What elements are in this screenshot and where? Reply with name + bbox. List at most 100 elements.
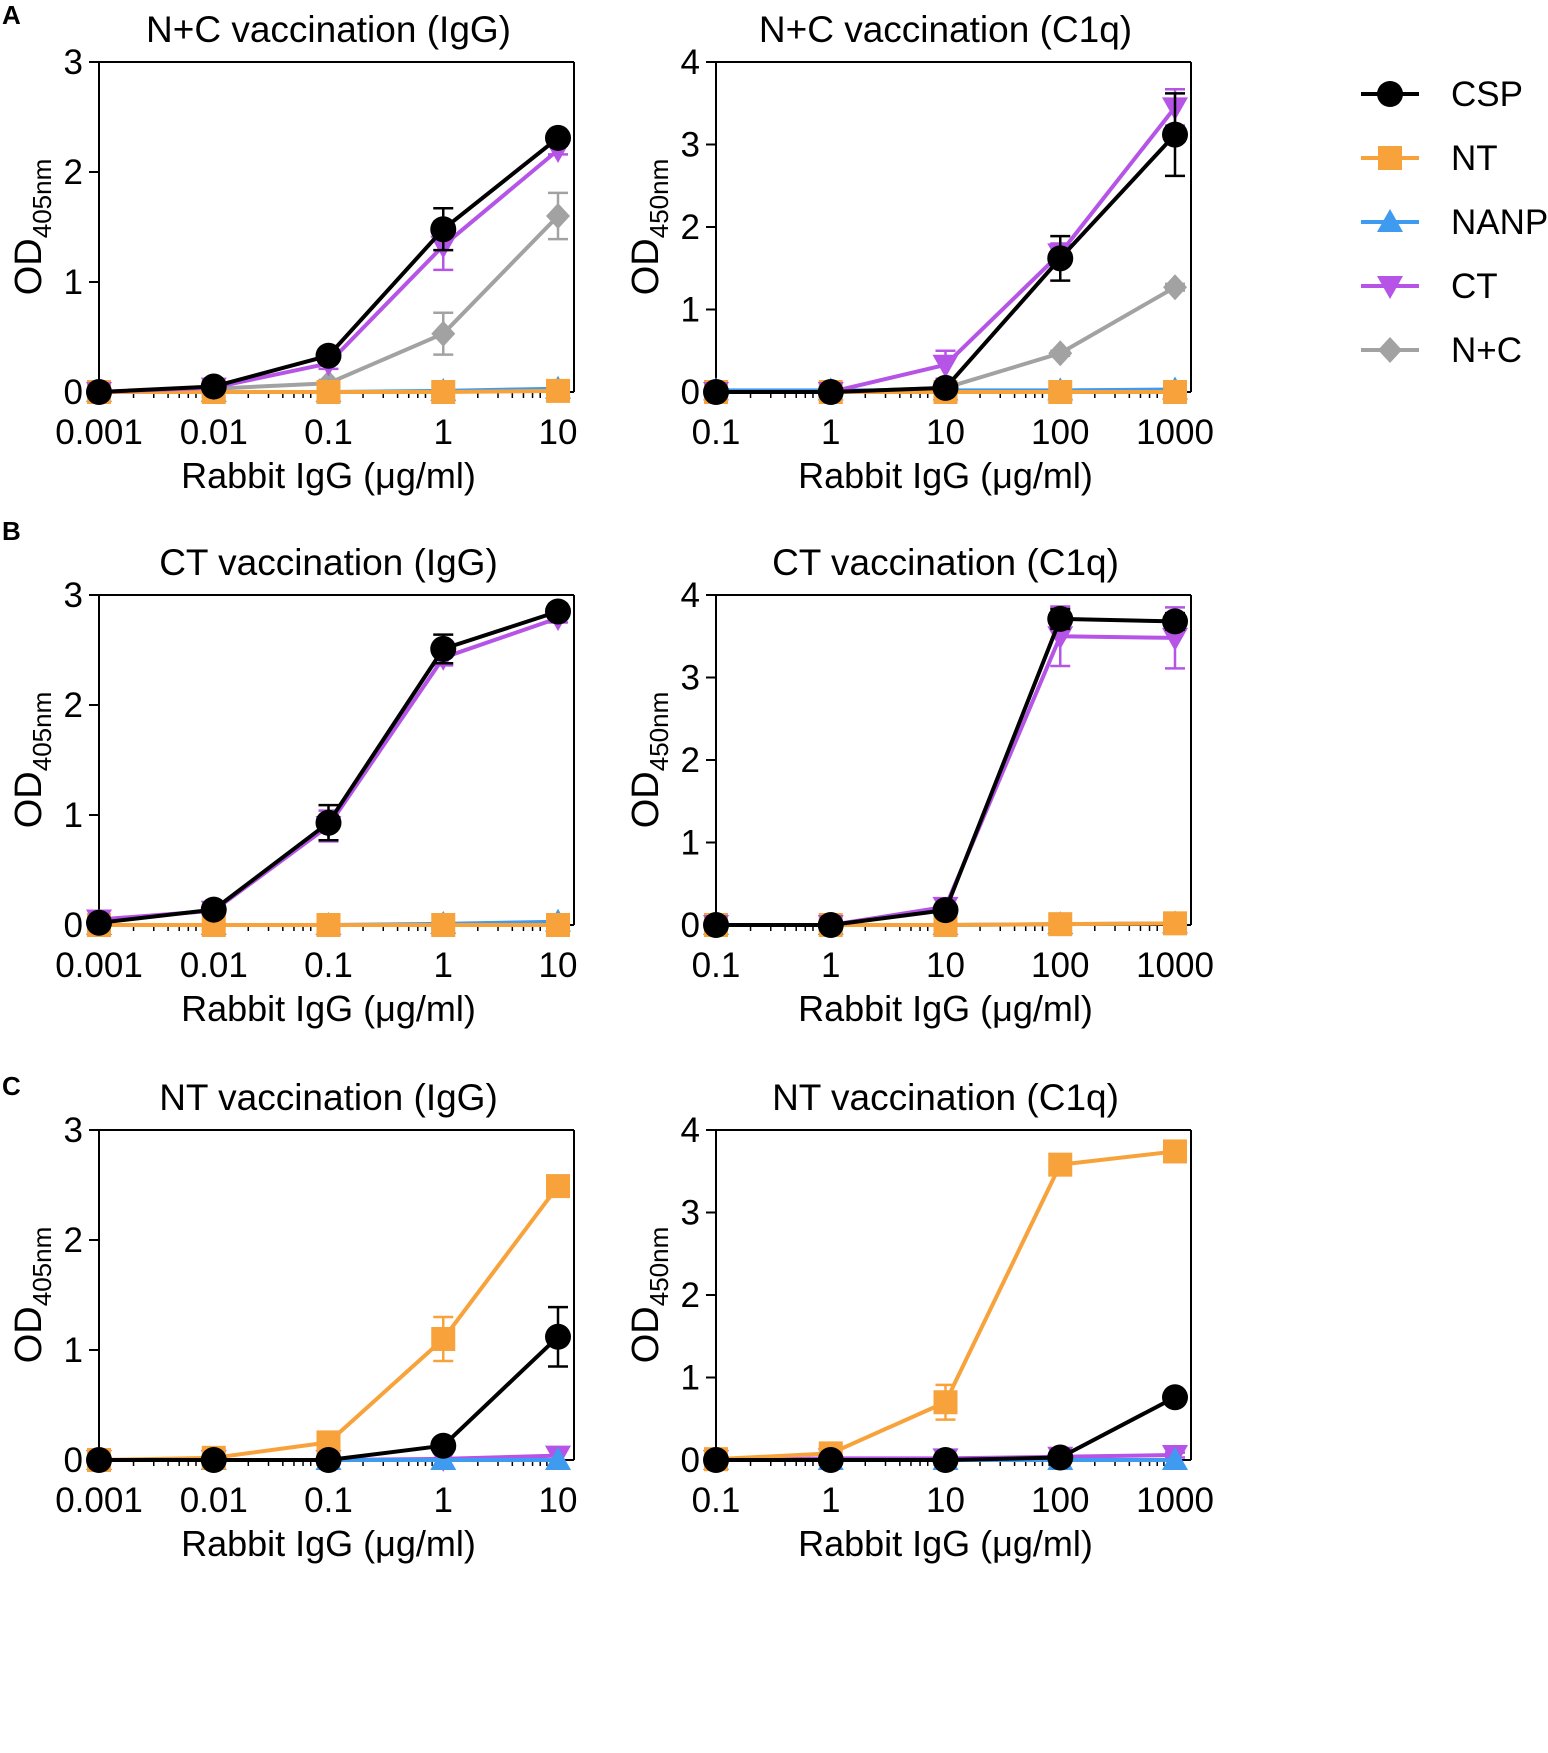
series-ct [703,87,1188,405]
series-csp [86,598,571,936]
y-axis-label: OD405nm [8,1227,57,1364]
y-axis-label-main: OD [625,238,667,295]
x-tick-label: 1 [821,413,840,452]
data-point [431,1327,456,1351]
y-tick-label: 3 [681,126,700,165]
chart-6: NT vaccination (C1q) 0 1 2 3 4 0.1 1 10 100 1000 Ra… [625,1077,1214,1564]
y-tick-label: 2 [681,208,700,247]
y-tick-label: 3 [64,1111,83,1150]
x-tick-label: 1000 [1136,1481,1214,1520]
data-point [431,913,456,937]
legend-marker [1377,276,1403,299]
x-tick-label: 100 [1031,1481,1089,1520]
y-tick-label: 1 [681,824,700,863]
y-axis-label-main: OD [625,1306,667,1363]
y-tick-label: 3 [64,576,83,615]
legend-item-csp: CSP [1361,75,1523,114]
panel-letter-c: C [2,1071,21,1101]
data-point [431,320,456,347]
y-tick-label: 3 [681,1194,700,1233]
chart-title: N+C vaccination (C1q) [759,9,1132,50]
y-tick-label: 0 [64,1441,83,1480]
data-point [545,124,571,151]
y-tick-label: 3 [64,43,83,82]
x-tick-label: 0.1 [304,413,353,452]
x-tick-label: 10 [926,413,965,452]
chart-5: NT vaccination (IgG) 0 1 2 3 0.001 0.01 0.1 1 10 R… [8,1077,577,1564]
y-axis-label-main: OD [8,1306,50,1363]
series-ct [86,608,571,933]
data-point [546,203,570,229]
x-tick-label: 0.1 [304,1481,353,1520]
x-tick-label: 100 [1031,946,1089,985]
x-tick-label: 10 [539,946,578,985]
y-tick-label: 1 [681,291,700,330]
y-tick-label: 0 [681,1441,700,1480]
data-point [546,1174,570,1199]
legend-item-nt: NT [1361,139,1498,178]
y-axis-label-main: OD [625,771,667,828]
y-tick-label: 2 [64,1221,83,1260]
y-tick-label: 4 [681,43,700,82]
y-tick-label: 0 [64,906,83,945]
data-point [1048,1152,1073,1177]
x-axis-label: Rabbit IgG (μg/ml) [798,1523,1093,1564]
y-tick-label: 1 [64,796,83,835]
x-tick-label: 0.1 [692,413,741,452]
data-point [1162,608,1188,635]
legend-item-nplusc: N+C [1361,331,1522,370]
panel-letter-b: B [2,516,21,546]
data-point [703,912,729,938]
y-axis-label: OD450nm [625,159,674,296]
x-axis-label: Rabbit IgG (μg/ml) [798,988,1093,1029]
x-tick-label: 0.01 [180,1481,248,1520]
chart-title: CT vaccination (C1q) [772,542,1119,583]
x-tick-label: 0.1 [692,946,741,985]
data-point [1048,912,1073,937]
y-axis-label-subscript: 450nm [644,159,674,239]
series-line [98,609,559,925]
y-tick-label: 1 [64,1331,83,1370]
x-tick-label: 0.001 [55,946,143,985]
chart-2: N+C vaccination (C1q) 0 1 2 3 4 0.1 1 10 100 1000 R… [625,9,1214,496]
chart-title: CT vaccination (IgG) [159,542,498,583]
series-nt [704,1139,1187,1472]
data-point [1047,245,1074,272]
y-axis-label-subscript: 450nm [644,1227,674,1307]
legend-item-nanp: NANP [1361,203,1548,242]
series-nt [87,1174,570,1472]
y-tick-label: 4 [681,1111,700,1150]
legend-marker [1377,209,1403,232]
x-tick-label: 1000 [1136,946,1214,985]
x-axis-label: Rabbit IgG (μg/ml) [181,455,476,496]
data-point [1163,380,1187,404]
y-axis-label-subscript: 405nm [27,159,57,239]
legend-label: NANP [1451,203,1548,242]
series-line [98,616,559,922]
data-point [546,913,570,937]
series-csp [86,1305,571,1473]
data-point [817,912,844,938]
series-line [716,106,1177,394]
chart-3: CT vaccination (IgG) 0 1 2 3 0.001 0.01 0.1 1 10 R… [8,542,577,1029]
series-csp [703,605,1188,938]
x-tick-label: 10 [539,413,578,452]
x-tick-label: 0.001 [55,1481,143,1520]
data-point [1047,1444,1074,1471]
data-point [316,380,341,404]
data-point [1162,1384,1188,1411]
data-point [703,379,729,405]
data-point [430,216,457,243]
x-tick-label: 10 [926,946,965,985]
series-csp [703,1384,1188,1473]
data-point [1162,627,1188,651]
y-tick-label: 0 [64,373,83,412]
chart-title: N+C vaccination (IgG) [146,9,511,50]
legend-marker [1377,81,1403,107]
chart-1: N+C vaccination (IgG) 0 1 2 3 0.001 0.01 0.1 1 10… [8,9,577,496]
data-point [817,1447,844,1473]
legend-marker [1378,337,1402,363]
legend-label: CSP [1451,75,1523,114]
data-point [1163,911,1187,936]
